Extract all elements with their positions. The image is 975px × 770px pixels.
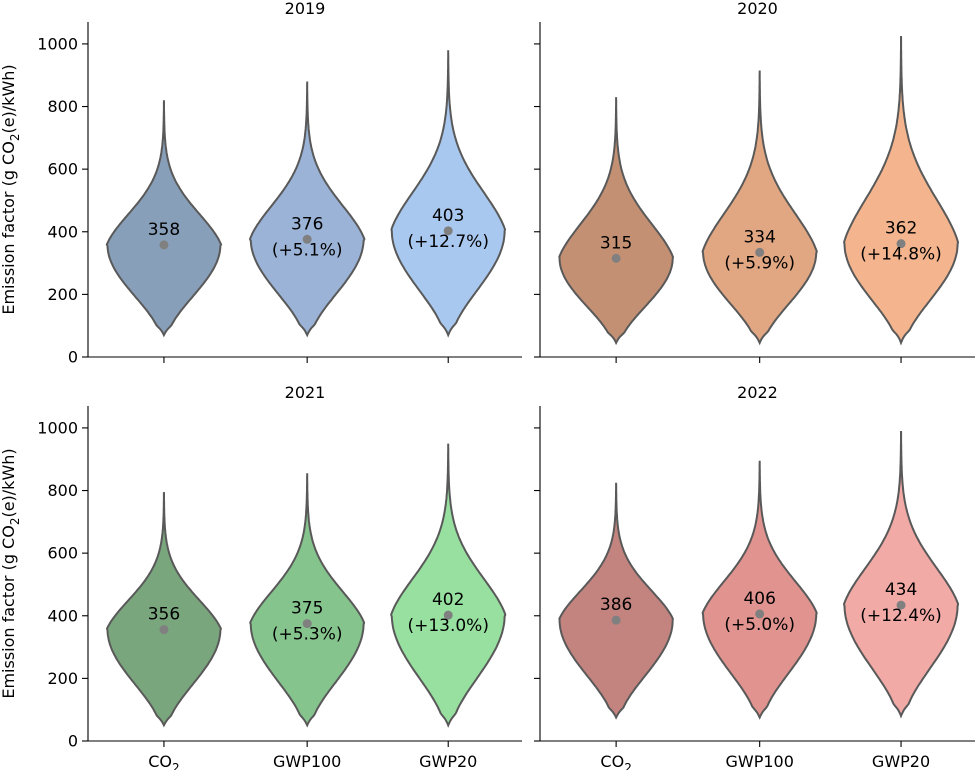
panel-title: 2020: [737, 0, 778, 18]
mean-value-label: 402: [432, 590, 464, 610]
y-tick-label: 200: [47, 669, 78, 688]
percent-change-label: (+12.4%): [860, 606, 942, 626]
panel-2019: 2019 0 200 400 600 800 1000 Emission factor (g …: [0, 0, 522, 367]
violin-GWP100: [701, 460, 818, 720]
mean-marker: [302, 619, 312, 629]
x-tick-label: GWP100: [273, 752, 341, 770]
panel-2020: 2020 315 334 (+5.9%) 362 (+14.8%): [534, 0, 975, 363]
mean-marker: [611, 615, 621, 625]
mean-marker: [611, 253, 621, 263]
y-tick-label: 600: [47, 544, 78, 563]
percent-change-label: (+5.1%): [272, 240, 343, 260]
percent-change-label: (+5.3%): [272, 625, 343, 645]
y-tick-label: 200: [47, 285, 78, 304]
mean-marker: [159, 240, 169, 250]
mean-marker: [755, 609, 765, 619]
x-tick-label: GWP20: [419, 752, 477, 770]
y-tick-label: 400: [47, 222, 78, 241]
y-tick-label: 0: [68, 348, 78, 367]
mean-marker: [896, 239, 906, 249]
panel-title: 2022: [737, 383, 778, 402]
panel-2022: 2022 CO2 386 GWP100 406 (+5.0%) GWP20 434 (+12.4…: [534, 383, 975, 770]
mean-value-label: 434: [885, 580, 917, 600]
panel-title: 2021: [285, 383, 326, 402]
panel-2021: 2021 0 200 400 600 800 1000 Emission factor (g …: [0, 383, 522, 770]
mean-marker: [159, 625, 169, 635]
mean-value-label: 358: [148, 220, 180, 240]
mean-marker: [896, 600, 906, 610]
violin-GWP20: [390, 443, 507, 728]
y-tick-label: 800: [47, 481, 78, 500]
percent-change-label: (+12.7%): [407, 232, 489, 252]
violin-GWP100: [701, 70, 818, 346]
violin-GWP20: [390, 50, 507, 338]
percent-change-label: (+5.9%): [724, 253, 795, 273]
mean-value-label: 375: [291, 599, 323, 619]
percent-change-label: (+5.0%): [724, 615, 795, 635]
mean-marker: [302, 234, 312, 244]
y-tick-label: 0: [68, 732, 78, 751]
mean-value-label: 386: [600, 595, 632, 615]
violin-GWP100: [248, 81, 366, 338]
violin-CO2: [558, 482, 674, 720]
mean-value-label: 362: [885, 219, 917, 239]
mean-marker: [755, 247, 765, 257]
panel-title: 2019: [285, 0, 326, 18]
y-tick-label: 600: [47, 160, 78, 179]
y-axis-label: Emission factor (g CO2(e)/kWh): [0, 448, 22, 698]
mean-value-label: 334: [743, 227, 775, 247]
y-tick-label: 1000: [37, 34, 78, 53]
y-tick-label: 1000: [37, 418, 78, 437]
mean-marker: [443, 226, 453, 236]
mean-value-label: 356: [148, 605, 180, 625]
mean-value-label: 376: [291, 214, 323, 234]
percent-change-label: (+14.8%): [860, 245, 942, 265]
mean-value-label: 315: [600, 233, 632, 253]
x-tick-label: CO2: [148, 752, 179, 770]
x-tick-label: CO2: [600, 752, 631, 770]
violin-GWP20: [842, 430, 960, 719]
mean-marker: [443, 610, 453, 620]
violin-GWP20: [843, 36, 960, 346]
x-tick-label: GWP100: [725, 752, 793, 770]
y-tick-label: 400: [47, 606, 78, 625]
violin-CO2: [105, 492, 222, 728]
mean-value-label: 403: [432, 206, 464, 226]
mean-value-label: 406: [743, 589, 775, 609]
violin-CO2: [105, 100, 223, 338]
x-tick-label: GWP20: [872, 752, 930, 770]
percent-change-label: (+13.0%): [407, 616, 489, 636]
y-tick-label: 800: [47, 97, 78, 116]
violin-GWP100: [249, 473, 366, 728]
violin-CO2: [558, 97, 675, 346]
y-axis-label: Emission factor (g CO2(e)/kWh): [0, 64, 22, 314]
